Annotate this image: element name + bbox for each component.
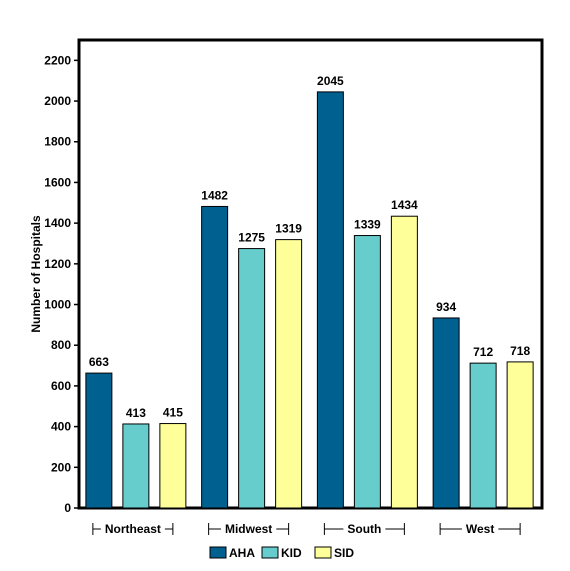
category-label-west: West	[466, 522, 494, 536]
data-label: 1339	[354, 218, 381, 232]
data-label: 718	[510, 344, 530, 358]
category-label-south: South	[347, 522, 381, 536]
legend: AHA KID SID	[209, 546, 354, 560]
bar-sid-west	[506, 361, 534, 509]
data-label: 1275	[238, 231, 265, 245]
y-tick-label: 600	[51, 379, 71, 393]
y-tick-label: 1600	[44, 175, 71, 189]
data-label: 934	[436, 300, 456, 314]
bar-aha-west	[432, 317, 460, 509]
category-label-northeast: Northeast	[105, 522, 161, 536]
y-tick-label: 1800	[44, 135, 71, 149]
x-axis: Northeast Midwest South West	[92, 522, 521, 536]
bar-kid-midwest	[238, 248, 266, 509]
plot-frame	[77, 38, 544, 510]
bars: 663 413 415 1482 1275 1319 2045 1339 1434 934 712 7…	[85, 74, 534, 509]
bar-sid-south	[390, 215, 418, 509]
bar-kid-south	[353, 235, 381, 509]
y-axis: 0 200 400 600 800 1000 1200 1400 1600 1800 2000 220…	[44, 53, 79, 515]
data-label: 663	[89, 355, 109, 369]
y-axis-label: Number of Hospitals	[29, 215, 43, 333]
legend-swatch-aha	[209, 546, 227, 559]
bar-aha-south	[316, 91, 344, 509]
bar-sid-midwest	[275, 239, 303, 509]
data-label: 1434	[391, 198, 418, 212]
y-tick-label: 1000	[44, 298, 71, 312]
data-label: 413	[126, 406, 146, 420]
legend-label-kid: KID	[281, 546, 302, 560]
legend-label-aha: AHA	[229, 546, 255, 560]
legend-swatch-kid	[261, 546, 279, 559]
y-tick-label: 1200	[44, 257, 71, 271]
legend-label-sid: SID	[334, 546, 354, 560]
y-tick-label: 400	[51, 420, 71, 434]
data-label: 2045	[317, 74, 344, 88]
data-label: 712	[473, 345, 493, 359]
y-tick-label: 200	[51, 460, 71, 474]
y-tick-label: 2200	[44, 53, 71, 67]
y-tick-label: 0	[64, 501, 71, 515]
y-tick-label: 1400	[44, 216, 71, 230]
y-tick-label: 800	[51, 338, 71, 352]
bar-aha-midwest	[201, 205, 229, 509]
bar-kid-northeast	[122, 423, 150, 509]
y-tick-label: 2000	[44, 94, 71, 108]
data-label: 1482	[201, 188, 228, 202]
bar-sid-northeast	[159, 423, 187, 509]
category-label-midwest: Midwest	[225, 522, 272, 536]
legend-swatch-sid	[314, 546, 332, 559]
data-label: 1319	[275, 222, 302, 236]
bar-aha-northeast	[85, 372, 113, 509]
data-label: 415	[163, 406, 183, 420]
bar-kid-west	[469, 362, 497, 509]
